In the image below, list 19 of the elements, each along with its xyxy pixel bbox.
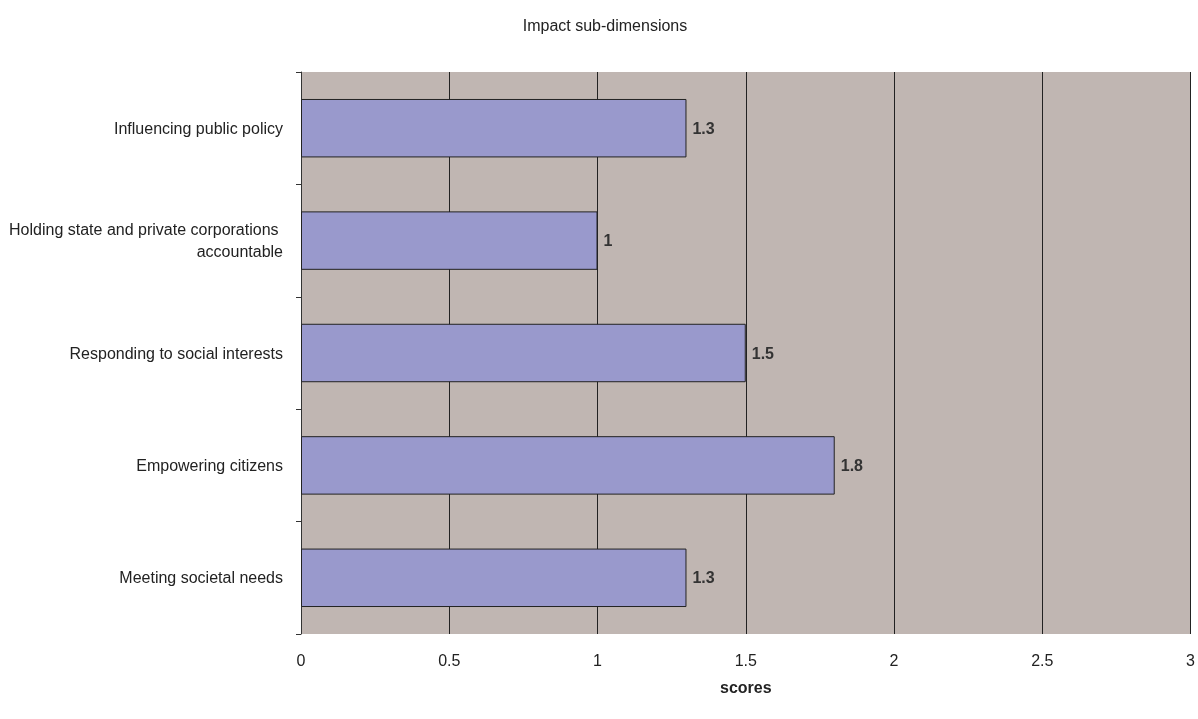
y-tick-label: Responding to social interests bbox=[69, 344, 283, 362]
chart-title: Impact sub-dimensions bbox=[522, 16, 688, 34]
data-label: 1.3 bbox=[692, 119, 715, 137]
x-tick-label: 1 bbox=[593, 651, 603, 669]
x-tick-label: 3 bbox=[1186, 651, 1196, 669]
x-tick-label: 2 bbox=[889, 651, 899, 669]
x-tick-label: 2.5 bbox=[1031, 651, 1054, 669]
y-tick-label: Meeting societal needs bbox=[119, 569, 283, 587]
x-tick-label: 0.5 bbox=[438, 651, 461, 669]
y-tick-label: Influencing public policy bbox=[114, 119, 283, 137]
y-tick-label: Empowering citizens bbox=[136, 456, 283, 474]
x-tick-label: 0 bbox=[296, 651, 306, 669]
data-label: 1.3 bbox=[692, 569, 715, 587]
data-label: 1 bbox=[603, 232, 613, 250]
y-tick-label: Holding state and private corporations accountable bbox=[9, 221, 284, 261]
x-axis-title: scores bbox=[719, 678, 772, 696]
data-label: 1.5 bbox=[751, 344, 775, 362]
x-tick-label: 1.5 bbox=[734, 651, 757, 669]
data-label: 1.8 bbox=[840, 456, 864, 474]
